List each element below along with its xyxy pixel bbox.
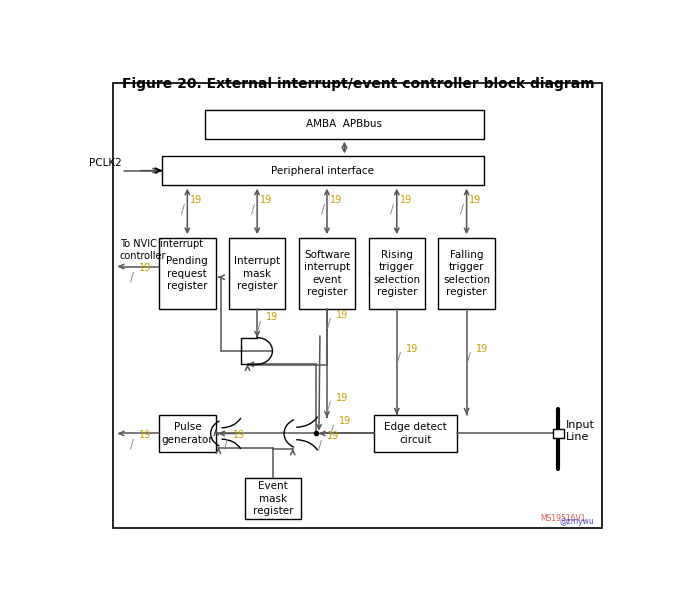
Text: /: / <box>130 270 134 283</box>
Text: Rising
trigger
selection
register: Rising trigger selection register <box>374 250 421 297</box>
Text: Edge detect
circuit: Edge detect circuit <box>384 422 447 444</box>
Text: 19: 19 <box>327 431 340 441</box>
Text: /: / <box>318 438 322 452</box>
Text: AMBA  APBbus: AMBA APBbus <box>306 119 383 129</box>
Text: /: / <box>331 423 334 436</box>
Text: /: / <box>467 351 471 364</box>
Text: 19: 19 <box>139 430 152 440</box>
Text: /: / <box>327 317 331 330</box>
Text: PCLK2: PCLK2 <box>89 158 121 168</box>
Text: Pending
request
register: Pending request register <box>166 256 208 291</box>
Text: 19: 19 <box>330 195 342 205</box>
Bar <box>299 238 356 310</box>
Text: /: / <box>321 202 324 216</box>
Text: 19: 19 <box>139 263 152 273</box>
Bar <box>159 238 216 310</box>
Text: 19: 19 <box>336 310 349 319</box>
Text: Input
Line: Input Line <box>566 420 595 442</box>
Text: 19: 19 <box>475 344 488 353</box>
Text: Software
interrupt
event
register: Software interrupt event register <box>304 250 350 297</box>
Bar <box>245 478 301 519</box>
Bar <box>439 238 495 310</box>
Text: Event
mask
register: Event mask register <box>253 481 294 516</box>
Text: /: / <box>224 437 228 450</box>
Bar <box>205 110 484 139</box>
Text: 19: 19 <box>336 392 349 403</box>
Text: Interrupt
mask
register: Interrupt mask register <box>234 256 280 291</box>
Text: /: / <box>130 437 134 450</box>
Bar <box>159 415 216 452</box>
Bar <box>374 415 457 452</box>
Text: To NVIC interrupt
controller: To NVIC interrupt controller <box>120 240 203 261</box>
Text: Pulse
generator: Pulse generator <box>161 422 213 444</box>
Text: 19: 19 <box>469 195 482 205</box>
Text: @zmywu: @zmywu <box>559 517 594 526</box>
Text: 19: 19 <box>190 195 202 205</box>
Text: MS19516V1: MS19516V1 <box>541 514 586 523</box>
Text: /: / <box>251 202 255 216</box>
Text: 19: 19 <box>266 312 279 322</box>
Text: Falling
trigger
selection
register: Falling trigger selection register <box>443 250 490 297</box>
Text: /: / <box>397 351 401 364</box>
Bar <box>162 156 484 185</box>
Text: /: / <box>181 202 185 216</box>
Text: /: / <box>257 319 261 332</box>
Text: /: / <box>327 400 331 413</box>
Text: /: / <box>390 202 394 216</box>
Bar <box>369 238 425 310</box>
Text: 19: 19 <box>340 416 351 426</box>
Text: 19: 19 <box>260 195 272 205</box>
Text: Peripheral interface: Peripheral interface <box>272 165 374 176</box>
Bar <box>229 238 286 310</box>
Text: 19: 19 <box>399 195 412 205</box>
Text: Figure 20. External interrupt/event controller block diagram: Figure 20. External interrupt/event cont… <box>121 77 594 92</box>
Bar <box>553 429 563 438</box>
Text: /: / <box>460 202 464 216</box>
Text: 19: 19 <box>406 344 418 353</box>
Text: 19: 19 <box>233 430 245 440</box>
